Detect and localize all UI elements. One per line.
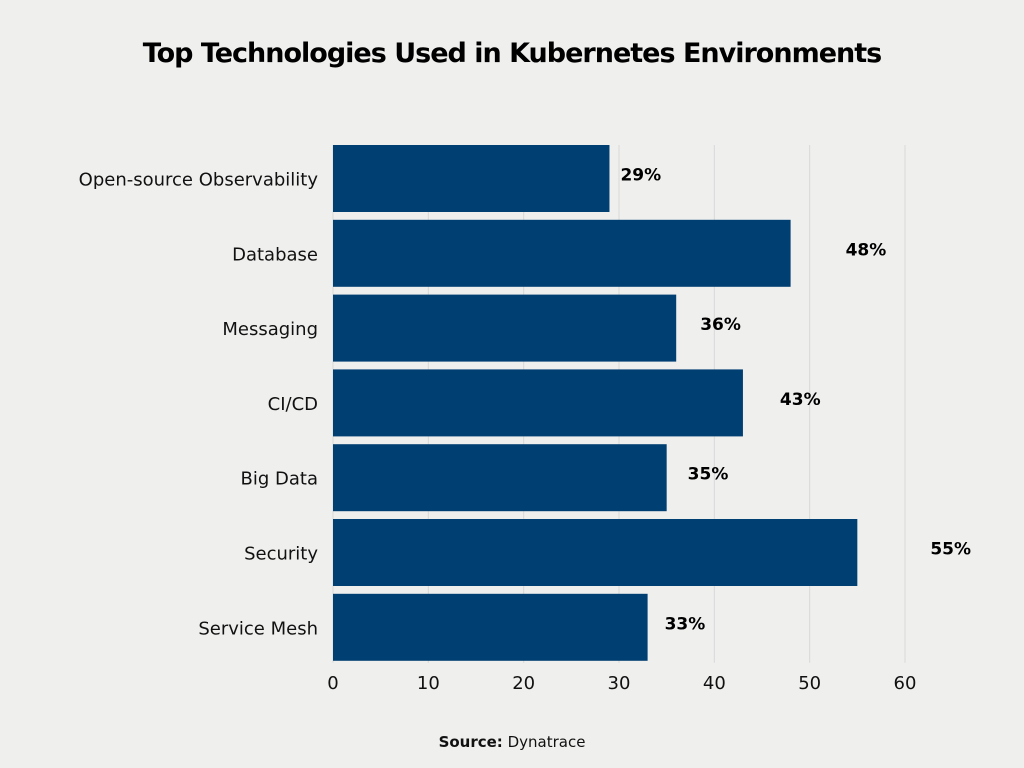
source-value: Dynatrace: [507, 733, 586, 751]
category-label: CI/CD: [268, 394, 318, 415]
data-label: 33%: [665, 614, 706, 634]
x-tick-label: 60: [894, 673, 917, 694]
x-tick-label: 40: [703, 673, 726, 694]
data-label: 43%: [780, 390, 821, 410]
category-label: Big Data: [241, 469, 318, 490]
data-label: 29%: [620, 166, 661, 186]
x-tick-label: 50: [798, 673, 821, 694]
category-label: Database: [232, 244, 318, 265]
source-label: Source:: [438, 733, 503, 751]
bar: [333, 369, 743, 437]
bar: [333, 444, 667, 512]
category-label: Open-source Observability: [79, 170, 319, 191]
category-label: Messaging: [222, 319, 318, 340]
x-tick-label: 0: [327, 673, 338, 694]
data-label: 48%: [846, 240, 887, 260]
x-tick-label: 30: [608, 673, 631, 694]
bar: [333, 519, 858, 586]
x-tick-label: 20: [512, 673, 535, 694]
bar: [333, 219, 791, 287]
bar: [333, 593, 648, 661]
data-label: 55%: [930, 540, 971, 560]
chart-title: Top Technologies Used in Kubernetes Envi…: [142, 38, 882, 69]
category-label: Service Mesh: [198, 618, 318, 639]
data-label: 35%: [688, 465, 729, 485]
bar: [333, 145, 610, 212]
bar: [333, 294, 677, 362]
x-tick-label: 10: [417, 673, 440, 694]
source-note: Source: Dynatrace: [0, 733, 1024, 751]
category-label: Security: [244, 544, 318, 565]
data-label: 36%: [700, 315, 741, 335]
